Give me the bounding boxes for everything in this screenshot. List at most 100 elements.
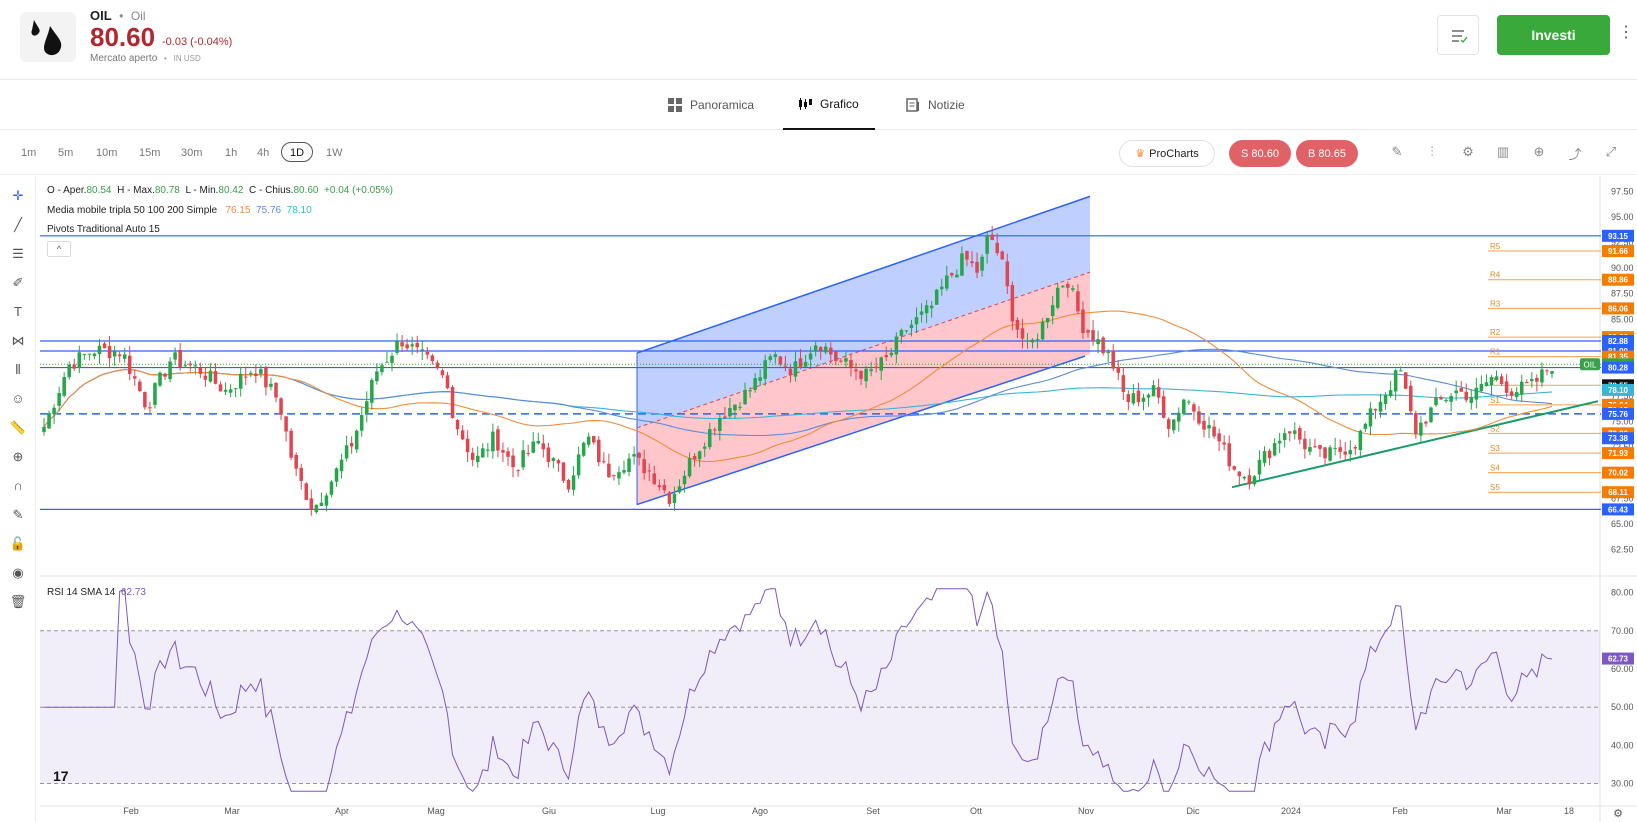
tab-notizie[interactable]: Notizie	[906, 80, 965, 130]
candle-body	[314, 504, 319, 513]
pivot-label: S3	[1490, 444, 1500, 453]
share-icon[interactable]: ⤴	[1568, 147, 1582, 162]
time-tick-label: 18	[1564, 806, 1574, 816]
price-tick-label: 92.50	[1611, 237, 1634, 247]
candle-body	[410, 344, 414, 347]
magnet-icon[interactable]: ∩	[13, 478, 23, 493]
candle-body	[1040, 321, 1045, 340]
candlestick-icon	[799, 98, 812, 110]
timeframe-1h[interactable]: 1h	[225, 147, 238, 159]
candle-body	[1287, 431, 1292, 434]
time-tick-label: Feb	[123, 806, 139, 816]
eye-icon[interactable]: ◉	[12, 565, 24, 580]
candle-body	[501, 450, 505, 453]
candle-body	[1509, 391, 1514, 396]
timeframe-5m[interactable]: 5m	[58, 147, 74, 159]
candle-body	[622, 470, 626, 473]
time-tick-label: Set	[866, 806, 880, 816]
rsi-legend: RSI 14 SMA 14 62.73	[47, 587, 146, 598]
timeframe-4h[interactable]: 4h	[257, 147, 270, 159]
candle-body	[259, 369, 263, 374]
candle-body	[1177, 412, 1181, 422]
candle-body	[1106, 351, 1110, 354]
settings-icon[interactable]: ⚙	[1462, 144, 1474, 159]
more-options-icon[interactable]: ⋮	[1618, 24, 1634, 41]
candle-body	[390, 355, 394, 363]
timeframe-1d[interactable]: 1D	[281, 142, 314, 162]
candle-body	[77, 352, 82, 369]
support-trendline	[1231, 400, 1599, 489]
candle-body	[1025, 340, 1030, 342]
candle-body	[274, 382, 278, 398]
procharts-button[interactable]: ♛ ProCharts	[1119, 140, 1215, 167]
ma-legend: Media mobile tripla 50 100 200 Simple 76…	[47, 205, 312, 216]
candle-body	[894, 336, 899, 355]
candle-body	[591, 436, 596, 443]
zoom-icon[interactable]: ⊕	[12, 449, 24, 464]
fib-icon[interactable]: ☰	[12, 246, 24, 261]
buy-button[interactable]: B 80.65	[1296, 140, 1358, 167]
pencil-icon[interactable]: ✎	[1391, 144, 1403, 159]
trash-icon[interactable]: 🗑	[9, 594, 27, 609]
candle-body	[324, 495, 329, 506]
chart-type-icon[interactable]: ▥	[1496, 144, 1510, 159]
candle-body	[1141, 397, 1146, 402]
candle-body	[617, 472, 621, 479]
timeframe-15m[interactable]: 15m	[139, 147, 161, 159]
lock-drawing-icon[interactable]: ✎	[12, 507, 24, 522]
lock-icon[interactable]: 🔓	[9, 536, 27, 551]
brush-icon[interactable]: ✐	[12, 275, 24, 290]
indicators-icon[interactable]: ⫶	[1430, 144, 1434, 159]
candle-body	[884, 355, 889, 358]
invest-button[interactable]: Investi	[1497, 15, 1610, 55]
time-tick-label: Ott	[970, 806, 983, 816]
add-icon[interactable]: ⊕	[1533, 144, 1545, 159]
candle-body	[1358, 430, 1363, 451]
candle-body	[1277, 440, 1282, 444]
trendline-icon[interactable]: ╱	[14, 217, 22, 232]
timeframe-1w[interactable]: 1W	[326, 147, 343, 159]
candle-body	[430, 355, 435, 362]
tab-grafico[interactable]: Grafico	[783, 80, 875, 130]
tab-panoramica[interactable]: Panoramica	[668, 80, 754, 130]
timeframe-10m[interactable]: 10m	[96, 147, 118, 159]
candle-body	[854, 369, 858, 372]
candle-body	[879, 357, 883, 371]
candle-body	[909, 324, 914, 329]
sell-button[interactable]: S 80.60	[1229, 140, 1291, 167]
candle-body	[1197, 411, 1201, 424]
candle-body	[405, 344, 409, 349]
text-icon[interactable]: T	[14, 304, 22, 319]
pattern-icon[interactable]: ⋈	[11, 333, 25, 348]
candle-body	[1449, 395, 1453, 402]
channel-top-line	[636, 195, 1091, 354]
channel-mid-line	[636, 271, 1091, 429]
candle-body	[455, 420, 460, 430]
collapse-legend-button[interactable]: ^	[47, 241, 71, 257]
time-tick-label: Apr	[335, 806, 349, 816]
ruler-icon[interactable]: 📏	[9, 420, 27, 435]
pivot-label: S4	[1490, 464, 1500, 473]
fullscreen-icon[interactable]: ⤢	[1605, 144, 1617, 159]
price-badge-label: 66.43	[1608, 505, 1629, 514]
candle-body	[1252, 476, 1257, 485]
timeframe-1m[interactable]: 1m	[21, 147, 37, 159]
watchlist-button[interactable]	[1437, 15, 1479, 55]
crosshair-icon[interactable]: ✛	[12, 188, 24, 203]
emoji-icon[interactable]: ☺	[11, 391, 25, 406]
candle-body	[450, 387, 455, 418]
candle-body	[627, 458, 631, 472]
candle-body	[950, 273, 954, 276]
candle-body	[475, 455, 480, 463]
candle-body	[662, 484, 667, 491]
candle-body	[415, 342, 419, 348]
section-tabs: Panoramica Grafico Notizie	[0, 80, 1637, 130]
candle-body	[1343, 451, 1347, 455]
time-tick-label: Lug	[650, 806, 665, 816]
price-badge-label: 82.88	[1608, 337, 1629, 346]
prediction-icon[interactable]: ⫴	[15, 362, 21, 377]
candle-body	[778, 356, 783, 365]
candle-body	[284, 416, 288, 432]
timeframe-30m[interactable]: 30m	[181, 147, 203, 159]
